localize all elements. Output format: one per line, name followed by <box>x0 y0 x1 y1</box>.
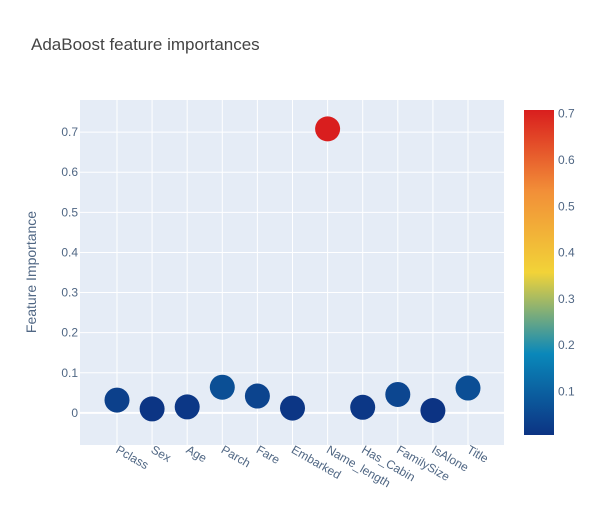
y-tick-label: 0.4 <box>61 245 78 259</box>
y-tick-label: 0.6 <box>61 165 78 179</box>
y-tick-label: 0 <box>71 406 78 420</box>
y-axis-title: Feature Importance <box>23 211 39 333</box>
x-tick-label: Parch <box>219 442 253 470</box>
chart-title: AdaBoost feature importances <box>31 35 260 54</box>
colorbar-tick-labels: 0.1 0.2 0.3 0.4 0.5 0.6 0.7 <box>558 107 575 399</box>
x-tick-label: Sex <box>149 442 174 464</box>
colorbar-tick-label: 0.5 <box>558 199 575 213</box>
data-point-parch <box>209 374 235 400</box>
data-point-isalone <box>420 398 446 423</box>
colorbar-tick-label: 0.7 <box>558 107 575 121</box>
data-point-familysize <box>385 381 411 407</box>
data-point-age <box>174 394 200 420</box>
colorbar-tick-label: 0.6 <box>558 153 575 167</box>
data-point-embarked <box>280 395 305 421</box>
y-tick-label: 0.1 <box>61 366 78 380</box>
y-tick-label: 0.7 <box>61 125 78 139</box>
y-tick-label: 0.2 <box>61 326 78 340</box>
data-point-has-cabin <box>350 394 376 420</box>
x-tick-label: Fare <box>254 442 283 467</box>
colorbar-tick-label: 0.3 <box>558 292 575 306</box>
y-tick-label: 0.5 <box>61 205 78 219</box>
data-point-fare <box>244 383 270 409</box>
data-markers <box>104 116 481 423</box>
data-point-pclass <box>104 387 130 413</box>
colorbar <box>524 110 554 435</box>
colorbar-tick-label: 0.1 <box>558 384 575 398</box>
data-point-title <box>455 375 481 401</box>
y-tick-labels: 0 0.1 0.2 0.3 0.4 0.5 0.6 0.7 <box>61 125 78 420</box>
colorbar-tick-label: 0.2 <box>558 338 575 352</box>
y-tick-label: 0.3 <box>61 286 78 300</box>
data-point-name-length <box>315 116 341 142</box>
x-tick-label: Age <box>184 442 210 465</box>
colorbar-tick-label: 0.4 <box>558 246 575 260</box>
data-point-sex <box>139 396 165 422</box>
x-tick-label: Pclass <box>114 442 152 472</box>
